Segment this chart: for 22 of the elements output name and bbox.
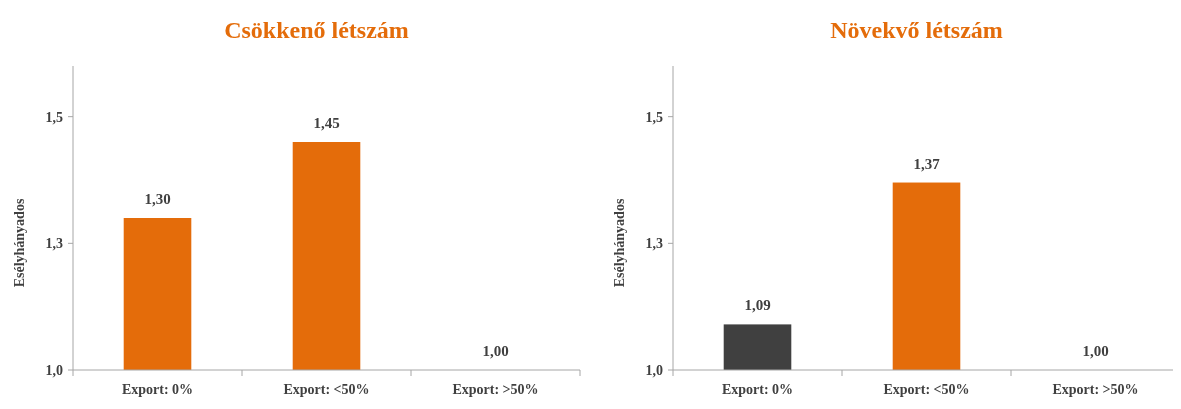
y-tick-label: 1,5 <box>45 109 63 125</box>
data-label: 1,00 <box>1082 343 1109 359</box>
y-tick-label: 1,3 <box>645 236 663 252</box>
x-tick-label: Export: <50% <box>883 382 970 397</box>
data-label: 1,30 <box>144 191 171 207</box>
x-tick-label: Export: >50% <box>452 382 539 397</box>
y-axis-title: Esélyhányados <box>12 198 27 288</box>
x-tick-label: Export: >50% <box>1052 382 1139 397</box>
chart-title: Növekvő létszám <box>830 17 1003 43</box>
data-label: 1,09 <box>744 297 771 314</box>
data-label: 1,37 <box>913 155 941 172</box>
y-tick-label: 1,0 <box>45 362 63 378</box>
data-label: 1,45 <box>313 115 340 131</box>
y-tick-label: 1,5 <box>645 109 663 125</box>
data-label: 1,00 <box>482 343 509 359</box>
x-tick-label: Export: 0% <box>121 382 194 397</box>
y-axis-title: Esélyhányados <box>612 198 627 288</box>
x-tick-label: Export: <50% <box>283 382 370 397</box>
y-tick-label: 1,0 <box>645 362 663 378</box>
y-tick-label: 1,3 <box>45 236 63 252</box>
chart-title: Csökkenő létszám <box>224 17 409 43</box>
x-tick-label: Export: 0% <box>721 382 794 397</box>
